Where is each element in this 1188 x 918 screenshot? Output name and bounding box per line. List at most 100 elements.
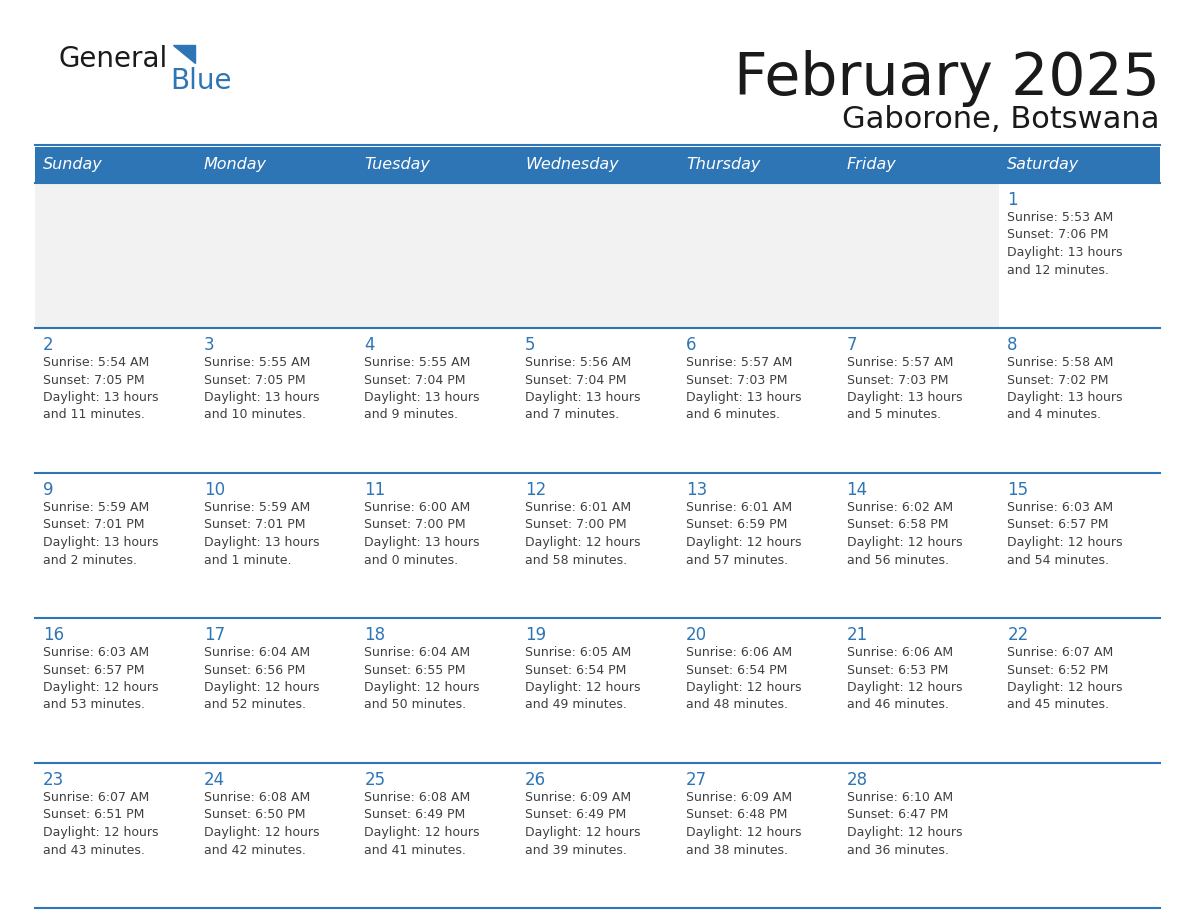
Text: 17: 17 (203, 626, 225, 644)
Text: 22: 22 (1007, 626, 1029, 644)
Text: Sunrise: 6:08 AM
Sunset: 6:50 PM
Daylight: 12 hours
and 42 minutes.: Sunrise: 6:08 AM Sunset: 6:50 PM Dayligh… (203, 791, 320, 856)
Text: Friday: Friday (847, 158, 896, 173)
Text: Sunrise: 5:55 AM
Sunset: 7:04 PM
Daylight: 13 hours
and 9 minutes.: Sunrise: 5:55 AM Sunset: 7:04 PM Dayligh… (365, 356, 480, 421)
Text: 25: 25 (365, 771, 386, 789)
Text: 27: 27 (685, 771, 707, 789)
Text: 13: 13 (685, 481, 707, 499)
Bar (517, 763, 678, 908)
Text: Saturday: Saturday (1007, 158, 1080, 173)
Text: Blue: Blue (170, 67, 232, 95)
Bar (34, 328, 196, 473)
Bar (517, 328, 678, 473)
Text: Sunrise: 6:04 AM
Sunset: 6:56 PM
Daylight: 12 hours
and 52 minutes.: Sunrise: 6:04 AM Sunset: 6:56 PM Dayligh… (203, 646, 320, 711)
Text: Sunday: Sunday (43, 158, 102, 173)
Text: 6: 6 (685, 336, 696, 354)
Text: 15: 15 (1007, 481, 1029, 499)
Text: Sunrise: 6:03 AM
Sunset: 6:57 PM
Daylight: 12 hours
and 54 minutes.: Sunrise: 6:03 AM Sunset: 6:57 PM Dayligh… (1007, 501, 1123, 566)
Text: 10: 10 (203, 481, 225, 499)
Text: Sunrise: 6:07 AM
Sunset: 6:51 PM
Daylight: 12 hours
and 43 minutes.: Sunrise: 6:07 AM Sunset: 6:51 PM Dayligh… (43, 791, 158, 856)
Text: 1: 1 (1007, 191, 1018, 209)
Polygon shape (173, 45, 195, 63)
Text: Sunrise: 6:10 AM
Sunset: 6:47 PM
Daylight: 12 hours
and 36 minutes.: Sunrise: 6:10 AM Sunset: 6:47 PM Dayligh… (847, 791, 962, 856)
Text: Sunrise: 6:01 AM
Sunset: 7:00 PM
Daylight: 12 hours
and 58 minutes.: Sunrise: 6:01 AM Sunset: 7:00 PM Dayligh… (525, 501, 640, 566)
Bar (678, 473, 839, 618)
Bar (999, 183, 1159, 328)
Bar (196, 763, 356, 908)
Text: Sunrise: 5:53 AM
Sunset: 7:06 PM
Daylight: 13 hours
and 12 minutes.: Sunrise: 5:53 AM Sunset: 7:06 PM Dayligh… (1007, 211, 1123, 276)
Bar (196, 328, 356, 473)
Text: General: General (58, 45, 168, 73)
Bar (356, 618, 517, 763)
Text: Sunrise: 6:06 AM
Sunset: 6:54 PM
Daylight: 12 hours
and 48 minutes.: Sunrise: 6:06 AM Sunset: 6:54 PM Dayligh… (685, 646, 802, 711)
Bar (356, 183, 517, 328)
Text: Sunrise: 6:05 AM
Sunset: 6:54 PM
Daylight: 12 hours
and 49 minutes.: Sunrise: 6:05 AM Sunset: 6:54 PM Dayligh… (525, 646, 640, 711)
Bar (517, 473, 678, 618)
Bar (196, 147, 356, 183)
Bar (34, 147, 196, 183)
Text: 18: 18 (365, 626, 386, 644)
Text: 28: 28 (847, 771, 867, 789)
Bar (678, 763, 839, 908)
Bar (517, 147, 678, 183)
Text: Sunrise: 6:06 AM
Sunset: 6:53 PM
Daylight: 12 hours
and 46 minutes.: Sunrise: 6:06 AM Sunset: 6:53 PM Dayligh… (847, 646, 962, 711)
Bar (196, 473, 356, 618)
Text: 21: 21 (847, 626, 867, 644)
Text: 9: 9 (43, 481, 53, 499)
Text: Thursday: Thursday (685, 158, 760, 173)
Bar (196, 618, 356, 763)
Bar (999, 473, 1159, 618)
Text: Sunrise: 5:57 AM
Sunset: 7:03 PM
Daylight: 13 hours
and 5 minutes.: Sunrise: 5:57 AM Sunset: 7:03 PM Dayligh… (847, 356, 962, 421)
Text: 19: 19 (525, 626, 546, 644)
Bar (678, 328, 839, 473)
Text: 4: 4 (365, 336, 375, 354)
Bar (196, 183, 356, 328)
Bar (356, 763, 517, 908)
Text: Sunrise: 6:04 AM
Sunset: 6:55 PM
Daylight: 12 hours
and 50 minutes.: Sunrise: 6:04 AM Sunset: 6:55 PM Dayligh… (365, 646, 480, 711)
Text: 2: 2 (43, 336, 53, 354)
Text: Sunrise: 5:59 AM
Sunset: 7:01 PM
Daylight: 13 hours
and 2 minutes.: Sunrise: 5:59 AM Sunset: 7:01 PM Dayligh… (43, 501, 158, 566)
Text: 26: 26 (525, 771, 546, 789)
Text: 7: 7 (847, 336, 857, 354)
Text: Sunrise: 5:55 AM
Sunset: 7:05 PM
Daylight: 13 hours
and 10 minutes.: Sunrise: 5:55 AM Sunset: 7:05 PM Dayligh… (203, 356, 320, 421)
Bar (678, 183, 839, 328)
Text: Gaborone, Botswana: Gaborone, Botswana (842, 105, 1159, 134)
Text: 12: 12 (525, 481, 546, 499)
Bar (999, 618, 1159, 763)
Text: Sunrise: 6:01 AM
Sunset: 6:59 PM
Daylight: 12 hours
and 57 minutes.: Sunrise: 6:01 AM Sunset: 6:59 PM Dayligh… (685, 501, 802, 566)
Text: Wednesday: Wednesday (525, 158, 619, 173)
Text: Sunrise: 5:57 AM
Sunset: 7:03 PM
Daylight: 13 hours
and 6 minutes.: Sunrise: 5:57 AM Sunset: 7:03 PM Dayligh… (685, 356, 802, 421)
Text: 20: 20 (685, 626, 707, 644)
Bar (839, 618, 999, 763)
Text: Sunrise: 6:03 AM
Sunset: 6:57 PM
Daylight: 12 hours
and 53 minutes.: Sunrise: 6:03 AM Sunset: 6:57 PM Dayligh… (43, 646, 158, 711)
Text: Monday: Monday (203, 158, 267, 173)
Text: Sunrise: 6:07 AM
Sunset: 6:52 PM
Daylight: 12 hours
and 45 minutes.: Sunrise: 6:07 AM Sunset: 6:52 PM Dayligh… (1007, 646, 1123, 711)
Bar (356, 473, 517, 618)
Text: 24: 24 (203, 771, 225, 789)
Bar (678, 618, 839, 763)
Text: 14: 14 (847, 481, 867, 499)
Bar (999, 328, 1159, 473)
Text: 5: 5 (525, 336, 536, 354)
Bar (999, 763, 1159, 908)
Bar (517, 618, 678, 763)
Bar (678, 147, 839, 183)
Bar (999, 147, 1159, 183)
Text: Sunrise: 6:08 AM
Sunset: 6:49 PM
Daylight: 12 hours
and 41 minutes.: Sunrise: 6:08 AM Sunset: 6:49 PM Dayligh… (365, 791, 480, 856)
Bar (34, 618, 196, 763)
Text: Sunrise: 5:56 AM
Sunset: 7:04 PM
Daylight: 13 hours
and 7 minutes.: Sunrise: 5:56 AM Sunset: 7:04 PM Dayligh… (525, 356, 640, 421)
Text: 16: 16 (43, 626, 64, 644)
Text: February 2025: February 2025 (734, 50, 1159, 107)
Text: Sunrise: 6:09 AM
Sunset: 6:49 PM
Daylight: 12 hours
and 39 minutes.: Sunrise: 6:09 AM Sunset: 6:49 PM Dayligh… (525, 791, 640, 856)
Text: 8: 8 (1007, 336, 1018, 354)
Bar (356, 147, 517, 183)
Bar (839, 763, 999, 908)
Text: Tuesday: Tuesday (365, 158, 430, 173)
Text: Sunrise: 6:09 AM
Sunset: 6:48 PM
Daylight: 12 hours
and 38 minutes.: Sunrise: 6:09 AM Sunset: 6:48 PM Dayligh… (685, 791, 802, 856)
Text: Sunrise: 5:54 AM
Sunset: 7:05 PM
Daylight: 13 hours
and 11 minutes.: Sunrise: 5:54 AM Sunset: 7:05 PM Dayligh… (43, 356, 158, 421)
Text: 3: 3 (203, 336, 214, 354)
Bar (839, 473, 999, 618)
Bar (34, 183, 196, 328)
Bar (839, 183, 999, 328)
Bar (839, 328, 999, 473)
Text: Sunrise: 5:59 AM
Sunset: 7:01 PM
Daylight: 13 hours
and 1 minute.: Sunrise: 5:59 AM Sunset: 7:01 PM Dayligh… (203, 501, 320, 566)
